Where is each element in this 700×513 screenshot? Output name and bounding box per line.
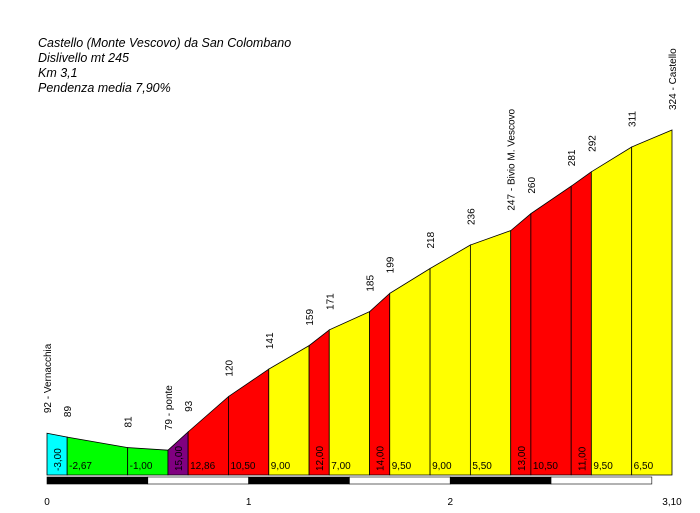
altitude-label: 260 [527, 177, 538, 194]
gradient-label: 13,00 [517, 446, 528, 471]
altitude-label: 292 [587, 135, 598, 152]
gradient-labels: -3,00 -2,67 -1,00 15,00 12,86 10,50 9,00 12,00 7… [53, 446, 653, 472]
distance: Km 3,1 [38, 66, 78, 80]
altitude-label: 218 [426, 231, 437, 248]
gradient-segment [429, 244, 471, 476]
gradient-label: -2,67 [69, 461, 92, 472]
gradient-label: 12,00 [315, 446, 326, 471]
gradient-segment [328, 311, 370, 476]
scale-bar-segment [147, 476, 249, 485]
scale-bar-segment [349, 476, 451, 485]
altitude-label: 171 [325, 293, 336, 310]
gradient-label: 9,00 [432, 461, 452, 472]
altitude-label: 159 [305, 309, 316, 326]
gradient-segment [510, 212, 532, 476]
gradient-segment [631, 129, 673, 476]
altitude-label: 199 [386, 256, 397, 273]
gradient-segment [530, 185, 572, 476]
gradient-label: 5,50 [472, 461, 492, 472]
gradient-label: 15,00 [174, 446, 185, 471]
altitude-label: 185 [366, 275, 377, 292]
gradient-segment [469, 230, 512, 476]
gradient-label: 14,00 [376, 446, 387, 471]
gradient-label: 11,00 [577, 446, 588, 471]
gradient-label: 10,50 [533, 461, 558, 472]
chart-header: Castello (Monte Vescovo) da San Colomban… [38, 36, 291, 96]
altitude-label: 247 - Bivio M. Vescovo [507, 108, 518, 210]
distance-axis: 0 1 2 3,10 [44, 476, 682, 508]
scale-bar-segment [46, 476, 149, 485]
altitude-label: 141 [265, 332, 276, 349]
altitude-labels: 92 - Vernacchia 89 81 79 - ponte 93 120 141 159… [43, 48, 679, 430]
gradient-label: 9,50 [593, 461, 613, 472]
average-gradient: Pendenza media 7,90% [38, 81, 171, 95]
gradient-segment [570, 171, 592, 476]
altitude-label: 236 [466, 208, 477, 225]
altitude-label: 93 [184, 400, 195, 412]
gradient-label: 6,50 [634, 461, 654, 472]
gradient-label: 12,86 [190, 461, 215, 472]
gradient-segment [590, 146, 633, 476]
altitude-label: 311 [628, 111, 639, 127]
chart-title: Castello (Monte Vescovo) da San Colomban… [38, 36, 292, 50]
altitude-label: 120 [224, 359, 235, 376]
gradient-label: 9,50 [392, 461, 412, 472]
gradient-label: -1,00 [130, 461, 153, 472]
altitude-label: 92 - Vernacchia [43, 343, 54, 413]
gradient-label: 7,00 [331, 461, 351, 472]
gradient-label: 9,00 [271, 461, 291, 472]
gradient-segment [268, 344, 310, 476]
gradient-segment [389, 267, 431, 476]
gradient-label: 10,50 [230, 461, 255, 472]
altitude-label: 79 - ponte [164, 385, 175, 430]
altitude-label: 281 [567, 149, 578, 166]
altitude-label: 81 [124, 416, 135, 428]
altitude-label: 324 - Castello [668, 48, 679, 110]
elevation-gain: Dislivello mt 245 [38, 51, 130, 65]
gradient-segments [46, 129, 673, 476]
distance-tick-label: 2 [447, 497, 453, 508]
scale-bar-segment [550, 476, 653, 485]
distance-tick-label: 1 [246, 497, 252, 508]
scale-bar-segment [248, 476, 350, 485]
distance-tick-label: 0 [44, 497, 50, 508]
distance-tick-label: 3,10 [662, 497, 682, 508]
gradient-segment [228, 368, 270, 476]
gradient-label: -3,00 [53, 448, 64, 471]
scale-bar-segment [449, 476, 552, 485]
altitude-label: 89 [63, 406, 74, 418]
